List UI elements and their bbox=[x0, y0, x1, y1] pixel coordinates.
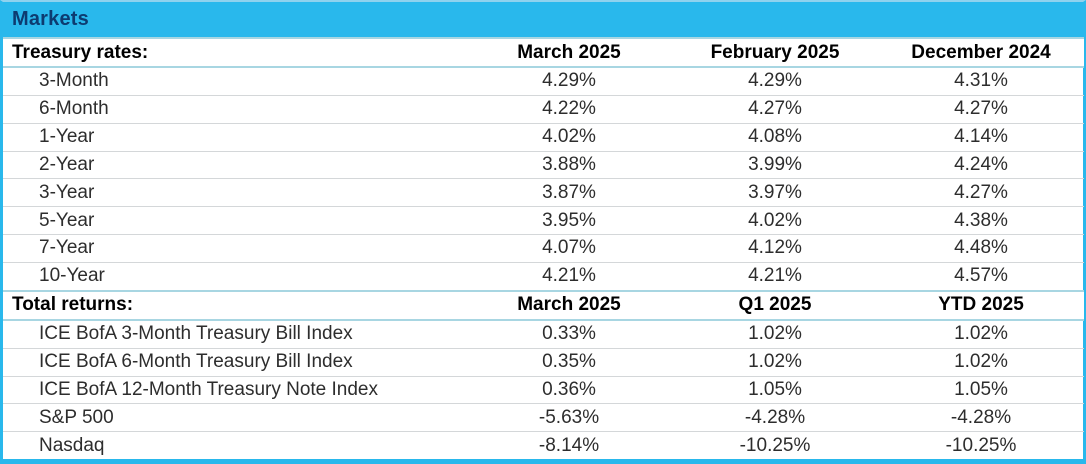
cell-value: 3.87% bbox=[466, 178, 672, 207]
row-label: 7-Year bbox=[3, 234, 466, 263]
row-label: S&P 500 bbox=[3, 403, 466, 432]
cell-value: -5.63% bbox=[466, 403, 672, 432]
table-row: 5-Year 3.95% 4.02% 4.38% bbox=[3, 206, 1084, 235]
row-label: 1-Year bbox=[3, 122, 466, 152]
table-row: 6-Month 4.22% 4.27% 4.27% bbox=[3, 94, 1084, 124]
cell-value: -10.25% bbox=[878, 431, 1084, 459]
column-header: December 2024 bbox=[878, 36, 1084, 69]
table-row: 7-Year 4.07% 4.12% 4.48% bbox=[3, 234, 1084, 263]
section-header-row: Total returns: March 2025 Q1 2025 YTD 2025 bbox=[3, 289, 1084, 321]
section-header-row: Treasury rates: March 2025 February 2025 De… bbox=[3, 36, 1084, 69]
row-label: ICE BofA 3-Month Treasury Bill Index bbox=[39, 323, 353, 345]
cell-value: -10.25% bbox=[672, 431, 878, 459]
column-header: Q1 2025 bbox=[672, 289, 878, 321]
cell-value: 4.38% bbox=[878, 206, 1084, 235]
cell-value: 4.27% bbox=[878, 178, 1084, 207]
table-row: 2-Year 3.88% 3.99% 4.24% bbox=[3, 150, 1084, 179]
row-label: 6-Month bbox=[3, 94, 466, 124]
cell-value: 4.07% bbox=[466, 234, 672, 263]
section-label: Treasury rates: bbox=[3, 36, 466, 69]
cell-value: 1.05% bbox=[672, 375, 878, 404]
cell-value: 1.05% bbox=[878, 375, 1084, 404]
cell-value: 0.33% bbox=[542, 323, 596, 345]
row-label: 5-Year bbox=[3, 206, 466, 235]
cell-value: -4.28% bbox=[672, 403, 878, 432]
row-label: 10-Year bbox=[3, 261, 466, 291]
cell-value: 3.97% bbox=[672, 178, 878, 207]
section-label: Total returns: bbox=[3, 289, 466, 321]
cell-value: 3.99% bbox=[672, 150, 878, 179]
cell-value: 0.36% bbox=[466, 375, 672, 404]
cell-value: 4.14% bbox=[878, 122, 1084, 152]
cell-value: 0.35% bbox=[466, 347, 672, 377]
column-header: March 2025 bbox=[466, 36, 672, 69]
table-row: ICE BofA 12-Month Treasury Note Index 0.3… bbox=[3, 375, 1084, 404]
cell-value: 4.08% bbox=[672, 122, 878, 152]
table-row: 1-Year 4.02% 4.08% 4.14% bbox=[3, 122, 1084, 152]
cell-value: 3.95% bbox=[466, 206, 672, 235]
cell-value: 1.02% bbox=[748, 323, 802, 345]
cell-value: 4.22% bbox=[466, 94, 672, 124]
table-row: ICE BofA 6-Month Treasury Bill Index 0.35… bbox=[3, 347, 1084, 377]
row-label: ICE BofA 6-Month Treasury Bill Index bbox=[3, 347, 466, 377]
cell-value: 1.02% bbox=[954, 323, 1008, 345]
cell-value: 4.29% bbox=[748, 70, 802, 92]
cell-value: 4.57% bbox=[878, 261, 1084, 291]
cell-value: -8.14% bbox=[466, 431, 672, 459]
row-label: 3-Month bbox=[39, 70, 109, 92]
column-header: February 2025 bbox=[672, 36, 878, 69]
cell-value: 4.21% bbox=[466, 261, 672, 291]
cell-value: 4.12% bbox=[672, 234, 878, 263]
cell-value: 4.02% bbox=[466, 122, 672, 152]
row-label: 3-Year bbox=[3, 178, 466, 207]
column-header: March 2025 bbox=[466, 289, 672, 321]
row-label: ICE BofA 12-Month Treasury Note Index bbox=[3, 375, 466, 404]
table-row: S&P 500 -5.63% -4.28% -4.28% bbox=[3, 403, 1084, 432]
markets-table: Treasury rates: March 2025 February 2025 De… bbox=[3, 36, 1084, 459]
cell-value: 4.27% bbox=[878, 94, 1084, 124]
panel-title: Markets bbox=[12, 8, 89, 30]
column-header: YTD 2025 bbox=[878, 289, 1084, 321]
cell-value: 4.21% bbox=[672, 261, 878, 291]
row-label: 2-Year bbox=[3, 150, 466, 179]
cell-value: -4.28% bbox=[878, 403, 1084, 432]
panel-title-bar: Markets bbox=[3, 2, 1083, 37]
table-row: 3-Year 3.87% 3.97% 4.27% bbox=[3, 178, 1084, 207]
cell-value: 3.88% bbox=[466, 150, 672, 179]
table-row: 10-Year 4.21% 4.21% 4.57% bbox=[3, 261, 1084, 291]
row-label: Nasdaq bbox=[3, 431, 466, 459]
cell-value: 4.27% bbox=[672, 94, 878, 124]
cell-value: 1.02% bbox=[672, 347, 878, 377]
table-row: 3-Month 4.29% 4.29% 4.31% bbox=[3, 67, 1084, 95]
cell-value: 4.24% bbox=[878, 150, 1084, 179]
cell-value: 4.29% bbox=[542, 70, 596, 92]
cell-value: 4.48% bbox=[878, 234, 1084, 263]
cell-value: 4.02% bbox=[672, 206, 878, 235]
table-row: Nasdaq -8.14% -10.25% -10.25% bbox=[3, 431, 1084, 459]
cell-value: 1.02% bbox=[878, 347, 1084, 377]
cell-value: 4.31% bbox=[954, 70, 1008, 92]
table-row: ICE BofA 3-Month Treasury Bill Index 0.33… bbox=[3, 320, 1084, 348]
